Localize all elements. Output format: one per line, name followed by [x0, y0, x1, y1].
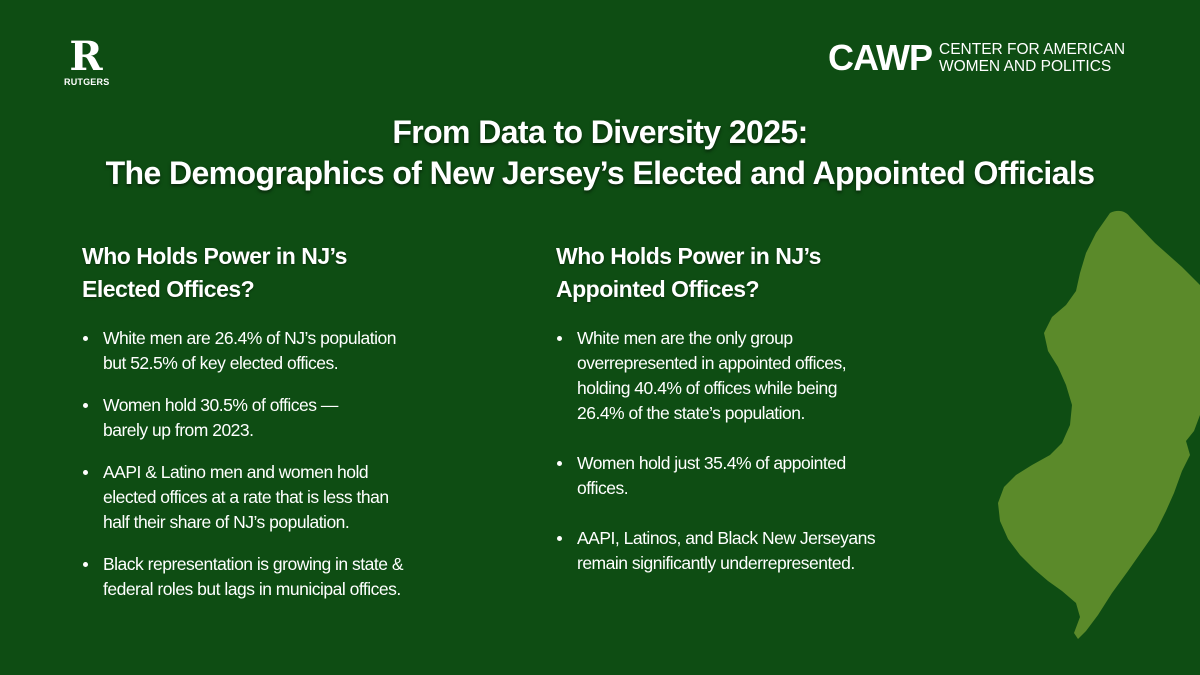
heading-line-1: Who Holds Power in NJ’s — [556, 243, 821, 269]
bullet-item: Women hold 30.5% of offices — barely up … — [82, 393, 482, 443]
bullet-line: 26.4% of the state’s population. — [577, 403, 805, 423]
rutgers-logo: R RUTGERS — [64, 33, 110, 88]
heading-line-2: Elected Offices? — [82, 276, 255, 302]
bullet-line: AAPI & Latino men and women hold — [103, 462, 369, 482]
elected-bullet-list: White men are 26.4% of NJ’s population b… — [82, 326, 482, 602]
bullet-item: White men are 26.4% of NJ’s population b… — [82, 326, 482, 376]
bullet-line: White men are the only group — [577, 328, 793, 348]
title-line-1: From Data to Diversity 2025: — [392, 114, 808, 150]
appointed-offices-heading: Who Holds Power in NJ’s Appointed Office… — [556, 240, 956, 306]
title-line-2: The Demographics of New Jersey’s Elected… — [105, 155, 1095, 191]
bullet-item: AAPI & Latino men and women hold elected… — [82, 460, 482, 535]
cawp-logo: CAWP CENTER FOR AMERICAN WOMEN AND POLIT… — [828, 38, 1125, 78]
bullet-line: overrepresented in appointed offices, — [577, 353, 847, 373]
appointed-bullet-list: White men are the only group overreprese… — [556, 326, 956, 576]
elected-offices-section: Who Holds Power in NJ’s Elected Offices?… — [82, 240, 482, 619]
new-jersey-map-icon — [998, 210, 1200, 640]
bullet-item: White men are the only group overreprese… — [556, 326, 956, 426]
page-title: From Data to Diversity 2025: The Demogra… — [0, 112, 1200, 194]
bullet-line: White men are 26.4% of NJ’s population — [103, 328, 396, 348]
bullet-item: Black representation is growing in state… — [82, 552, 482, 602]
bullet-line: but 52.5% of key elected offices. — [103, 353, 339, 373]
rutgers-wordmark: RUTGERS — [64, 77, 110, 87]
bullet-line: elected offices at a rate that is less t… — [103, 487, 389, 507]
bullet-line: offices. — [577, 478, 629, 498]
heading-line-1: Who Holds Power in NJ’s — [82, 243, 347, 269]
rutgers-r-mark: R — [69, 33, 103, 80]
heading-line-2: Appointed Offices? — [556, 276, 760, 302]
bullet-line: Women hold 30.5% of offices — — [103, 395, 338, 415]
bullet-line: federal roles but lags in municipal offi… — [103, 579, 401, 599]
bullet-line: Women hold just 35.4% of appointed — [577, 453, 846, 473]
cawp-name-line-2: WOMEN AND POLITICS — [939, 58, 1112, 75]
bullet-line: remain significantly underrepresented. — [577, 553, 855, 573]
cawp-mark: CAWP — [828, 37, 933, 78]
bullet-line: holding 40.4% of offices while being — [577, 378, 837, 398]
bullet-line: half their share of NJ’s population. — [103, 512, 350, 532]
bullet-line: barely up from 2023. — [103, 420, 254, 440]
bullet-line: AAPI, Latinos, and Black New Jerseyans — [577, 528, 876, 548]
bullet-line: Black representation is growing in state… — [103, 554, 404, 574]
bullet-item: Women hold just 35.4% of appointed offic… — [556, 451, 956, 501]
cawp-name: CENTER FOR AMERICAN WOMEN AND POLITICS — [939, 41, 1125, 75]
appointed-offices-section: Who Holds Power in NJ’s Appointed Office… — [556, 240, 956, 601]
elected-offices-heading: Who Holds Power in NJ’s Elected Offices? — [82, 240, 482, 306]
bullet-item: AAPI, Latinos, and Black New Jerseyans r… — [556, 526, 956, 576]
cawp-name-line-1: CENTER FOR AMERICAN — [939, 41, 1126, 58]
